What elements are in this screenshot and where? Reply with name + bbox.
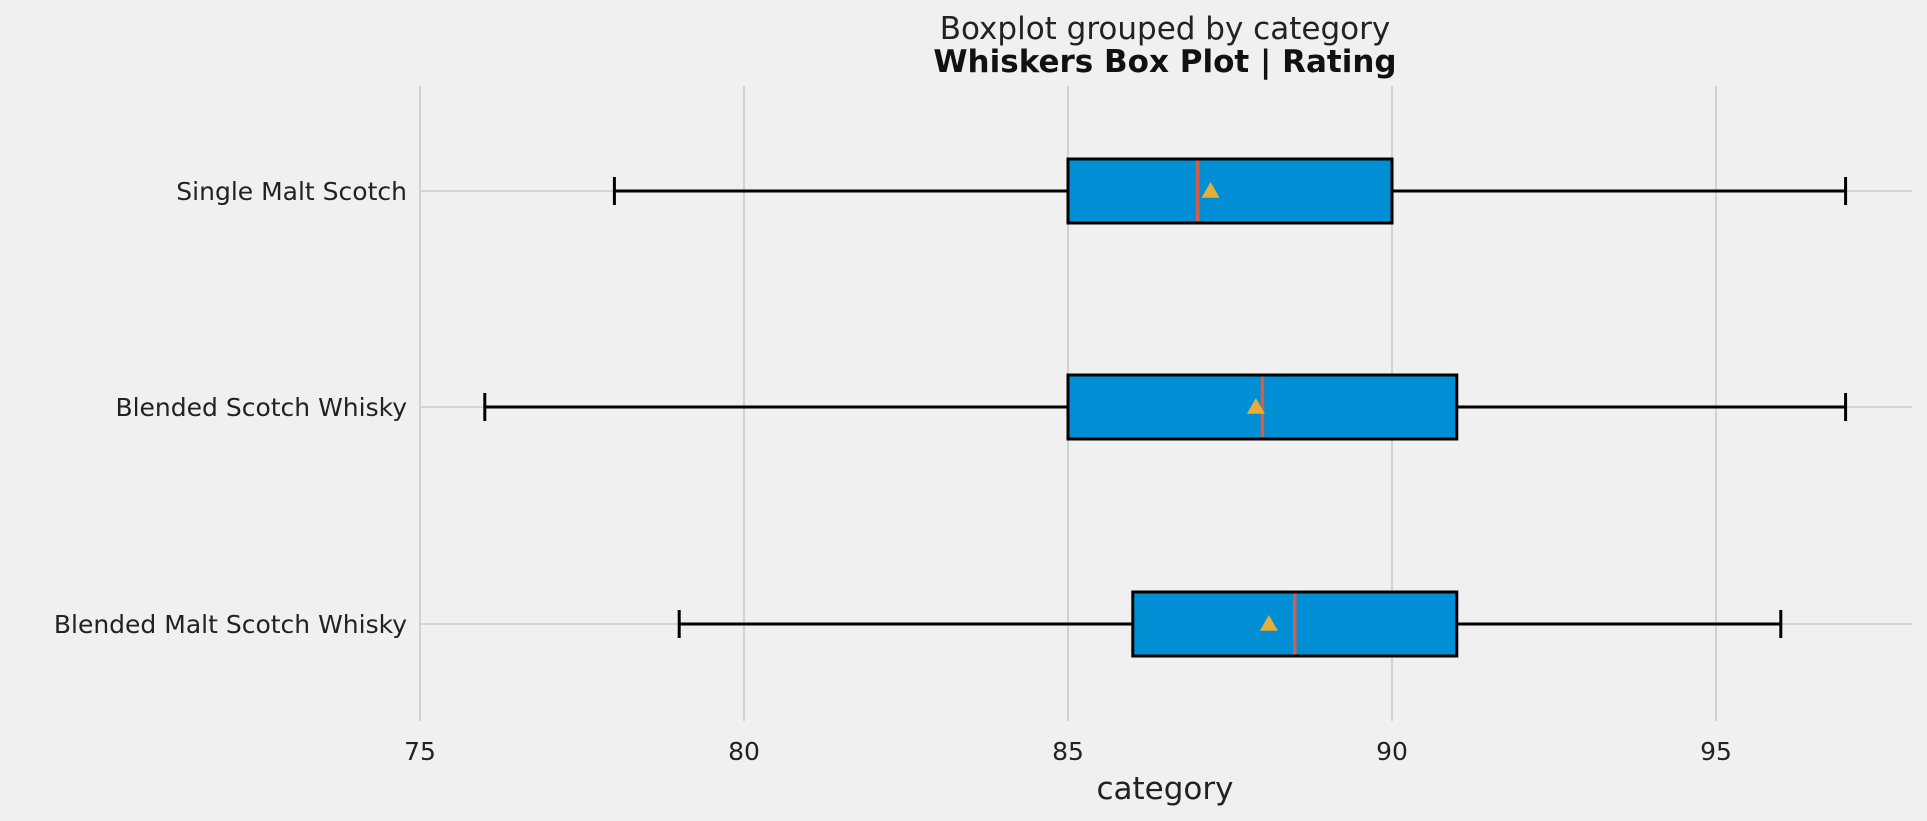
y-tick-labels: Single Malt Scotch Blended Scotch Whisky B… <box>54 177 407 639</box>
y-tick-label: Single Malt Scotch <box>176 177 407 206</box>
mean-marker <box>1259 615 1278 631</box>
box-group <box>612 157 1848 225</box>
box-series <box>483 157 1848 658</box>
x-axis-label: category <box>1096 771 1233 807</box>
x-tick-label: 85 <box>1052 737 1084 766</box>
chart-title: Whiskers Box Plot | Rating <box>933 44 1396 80</box>
mean-marker <box>1246 398 1265 414</box>
x-tick-label: 80 <box>728 737 760 766</box>
x-tick-labels: 75 80 85 90 95 <box>404 737 1732 766</box>
chart-suptitle: Boxplot grouped by category <box>940 11 1390 47</box>
box-group <box>483 373 1848 441</box>
y-tick-label: Blended Malt Scotch Whisky <box>54 610 407 639</box>
y-tick-label: Blended Scotch Whisky <box>115 393 407 422</box>
box-group <box>677 590 1783 658</box>
x-tick-label: 90 <box>1376 737 1408 766</box>
x-tick-label: 95 <box>1700 737 1732 766</box>
mean-marker <box>1201 182 1220 198</box>
x-tick-label: 75 <box>404 737 436 766</box>
iqr-box <box>1066 157 1394 225</box>
